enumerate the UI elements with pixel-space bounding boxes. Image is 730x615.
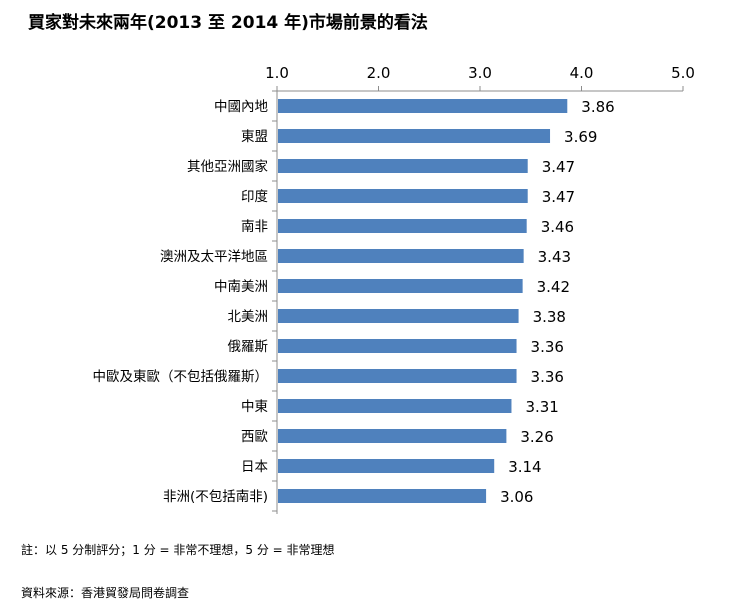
data-label: 3.46 [541,218,574,236]
data-label: 3.36 [531,338,564,356]
category-label: 南非 [241,219,268,235]
category-label: 澳洲及太平洋地區 [160,249,268,265]
data-label: 3.26 [520,428,553,446]
source-note: 資料來源：香港貿發局問卷調查 [21,586,190,600]
data-label: 3.14 [508,458,541,476]
category-label: 中南美洲 [214,279,268,295]
chart-title: 買家對未來兩年(2013 至 2014 年)市場前景的看法 [28,13,428,33]
data-label: 3.43 [538,248,571,266]
category-label: 中東 [241,399,268,415]
bar [278,309,519,323]
bar [278,459,495,473]
bar [278,159,528,173]
data-label: 3.06 [500,488,533,506]
data-label: 3.47 [542,188,575,206]
bar [278,489,487,503]
category-label: 其他亞洲國家 [187,158,268,175]
value-axis: 1.0 2.0 3.0 4.0 5.0 [265,64,695,514]
category-label: 俄羅斯 [228,339,269,355]
data-label: 3.69 [564,128,597,146]
category-label: 中國內地 [214,99,268,115]
category-label: 日本 [241,459,268,475]
value-tick-label: 3.0 [468,64,492,82]
data-labels: 3.86 3.69 3.47 3.47 3.46 3.43 3.42 3.38 3.36 3.36… [500,98,615,506]
category-label: 西歐 [241,429,268,445]
category-label: 印度 [241,189,268,205]
value-tick-label: 4.0 [570,64,594,82]
bar [278,369,517,383]
value-tick-label: 1.0 [265,64,289,82]
category-label: 非洲(不包括南非) [163,489,268,505]
rating-note: 註：以 5 分制評分；1 分 = 非常不理想，5 分 = 非常理想 [21,543,335,557]
data-label: 3.38 [533,308,566,326]
bar [278,429,507,443]
category-label: 北美洲 [228,309,269,325]
bar [278,399,512,413]
category-label: 東盟 [241,129,268,145]
bar [278,189,528,203]
data-label: 3.86 [581,98,614,116]
data-label: 3.47 [542,158,575,176]
bar [278,99,568,113]
bar [278,249,524,263]
bars [278,99,568,503]
bar [278,339,517,353]
bar [278,219,527,233]
category-label: 中歐及東歐（不包括俄羅斯） [93,369,269,385]
bar [278,279,523,293]
data-label: 3.36 [531,368,564,386]
bar [278,129,551,143]
value-tick-label: 5.0 [671,64,695,82]
value-tick-label: 2.0 [367,64,391,82]
data-label: 3.42 [537,278,570,296]
data-label: 3.31 [525,398,558,416]
category-labels: 中國內地東盟其他亞洲國家印度南非澳洲及太平洋地區中南美洲北美洲俄羅斯中歐及東歐（… [93,99,269,505]
